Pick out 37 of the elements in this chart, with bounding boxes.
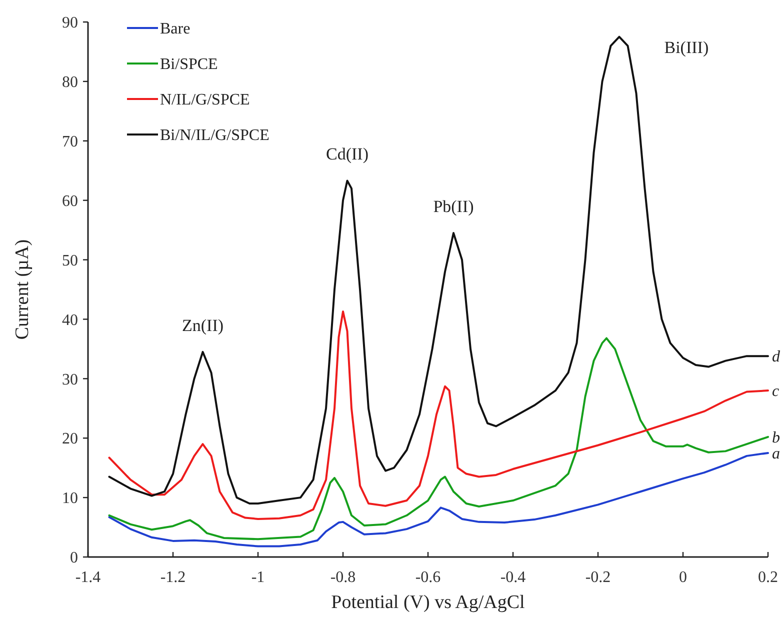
y-axis-title: Current (µA)	[12, 239, 33, 340]
x-tick-label: -0.4	[500, 569, 526, 586]
y-tick-label: 50	[62, 252, 78, 270]
legend-label: Bi/SPCE	[160, 56, 218, 74]
legend-label: N/IL/G/SPCE	[160, 92, 250, 109]
y-tick-label: 40	[62, 312, 78, 329]
x-tick-label: -1.4	[75, 569, 101, 586]
annotation: a	[772, 446, 780, 463]
annotation: Pb(II)	[433, 196, 474, 216]
legend-label: Bare	[160, 20, 190, 38]
x-axis-title: Potential (V) vs Ag/AgCl	[331, 592, 525, 613]
y-tick-label: 10	[62, 490, 78, 508]
x-tick-label: -0.2	[585, 569, 611, 586]
x-tick-label: -1.2	[160, 569, 186, 586]
y-tick-label: 0	[70, 550, 78, 567]
annotation: Bi(III)	[664, 38, 709, 57]
y-tick-label: 70	[62, 133, 78, 150]
x-tick-label: 0	[679, 569, 687, 586]
annotation: b	[772, 430, 780, 447]
annotation: Zn(II)	[182, 316, 224, 335]
y-tick-label: 30	[62, 371, 78, 388]
y-tick-label: 20	[62, 430, 78, 448]
y-tick-label: 60	[62, 192, 78, 210]
x-tick-label: 0.2	[758, 569, 778, 586]
x-tick-label: -0.6	[415, 569, 441, 586]
x-tick-label: -0.8	[330, 569, 356, 586]
line-series	[108, 310, 769, 520]
annotation: Cd(II)	[326, 144, 368, 164]
annotation: c	[772, 383, 780, 400]
x-tick-label: -1	[251, 569, 265, 586]
line-series	[108, 452, 769, 548]
y-tick-label: 90	[62, 14, 78, 32]
line-series	[108, 36, 769, 504]
y-tick-label: 80	[62, 74, 78, 92]
line-series	[108, 337, 769, 540]
annotation: d	[772, 348, 781, 366]
legend-label: Bi/N/IL/G/SPCE	[160, 127, 270, 144]
